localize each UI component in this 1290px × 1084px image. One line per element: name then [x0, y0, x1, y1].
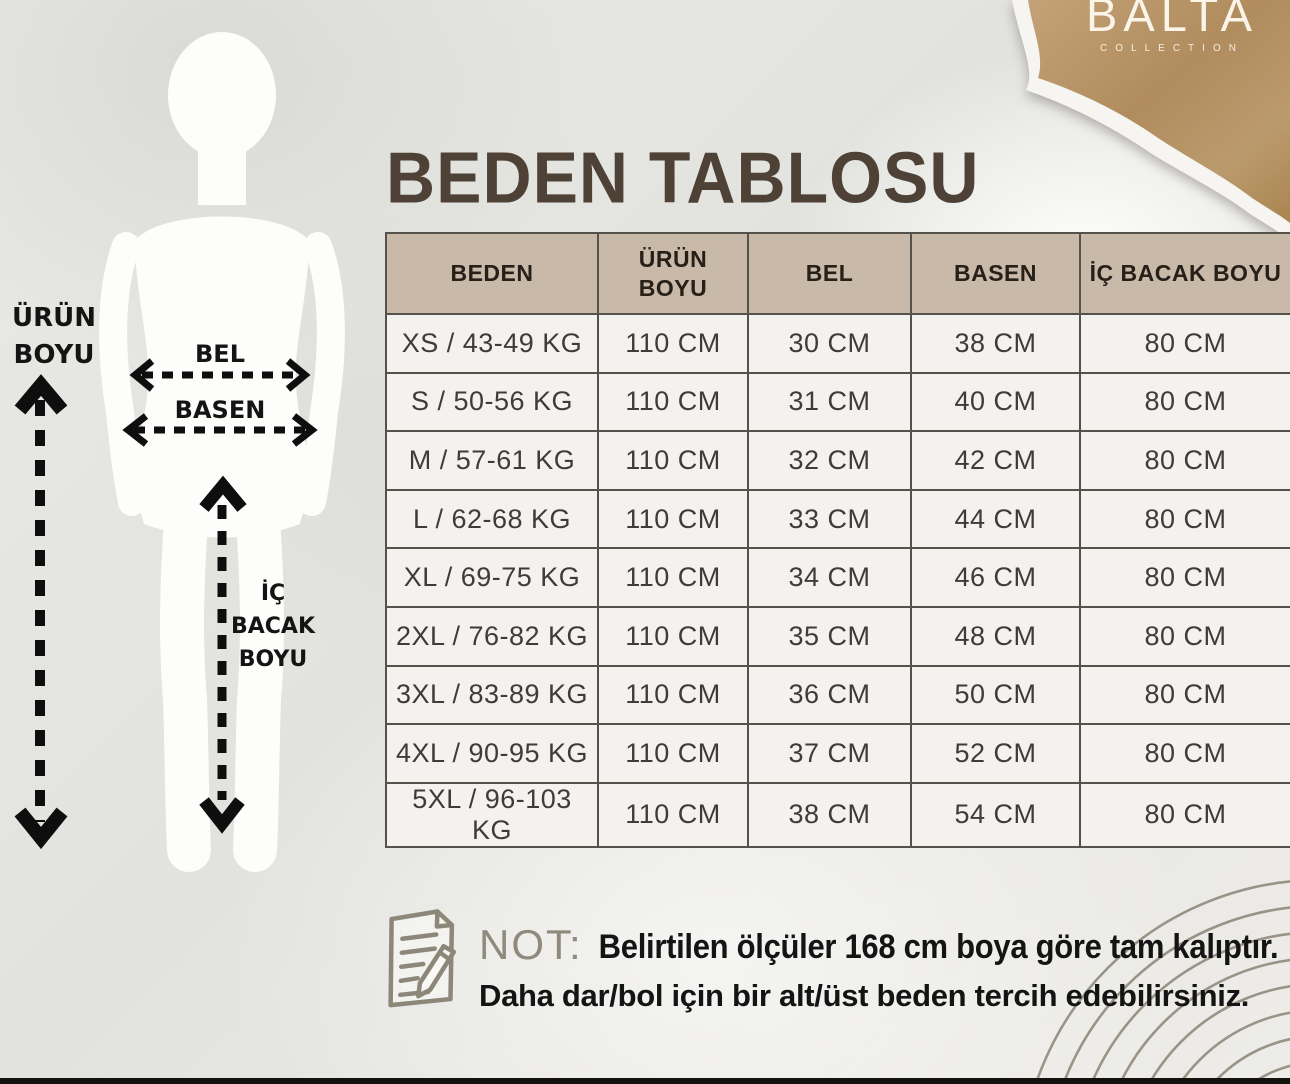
ic-cell: 80 CM: [1079, 664, 1290, 726]
note-block: NOT: Belirtilen ölçüler 168 cm boya göre…: [479, 921, 1279, 1014]
ic-cell: 80 CM: [1079, 547, 1290, 608]
ic-cell: 80 CM: [1079, 430, 1290, 491]
ic-cell: 80 CM: [1079, 723, 1290, 784]
brand-name: BALTA: [1086, 0, 1258, 41]
col-header-bel: BEL: [747, 232, 912, 315]
header-row: BEDEN ÜRÜN BOYU BEL BASEN İÇ BACAK BOYU: [385, 232, 1290, 315]
table-row: 2XL / 76-82 KG 110 CM 35 CM 48 CM 80 CM: [385, 605, 1290, 667]
size-cell: S / 50-56 KG: [385, 371, 599, 433]
label-urun-line2: BOYU: [13, 340, 95, 370]
table-row: XS / 43-49 KG 110 CM 30 CM 38 CM 80 CM: [385, 313, 1290, 374]
table-row: M / 57-61 KG 110 CM 32 CM 42 CM 80 CM: [385, 430, 1290, 491]
bel-cell: 36 CM: [747, 664, 912, 726]
note-line2: Daha dar/bol için bir alt/üst beden terc…: [479, 978, 1250, 1013]
size-cell: 5XL / 96-103 KG: [385, 781, 599, 848]
urun-cell: 110 CM: [597, 488, 749, 550]
label-urun-line1: ÜRÜN: [11, 303, 96, 333]
note-label: NOT:: [479, 921, 583, 968]
col-header-urun-boyu: ÜRÜN BOYU: [597, 232, 749, 315]
measurement-arrows: [14, 358, 318, 850]
basen-cell: 42 CM: [910, 430, 1081, 491]
ic-cell: 80 CM: [1079, 371, 1290, 433]
urun-cell: 110 CM: [597, 547, 749, 608]
basen-cell: 40 CM: [910, 371, 1081, 433]
table-row: 4XL / 90-95 KG 110 CM 37 CM 52 CM 80 CM: [385, 723, 1290, 784]
size-cell: L / 62-68 KG: [385, 488, 599, 550]
note-line1: Belirtilen ölçüler 168 cm boya göre tam …: [598, 926, 1279, 966]
page-title: BEDEN TABLOSU: [386, 137, 980, 219]
bel-cell: 32 CM: [747, 430, 912, 491]
label-ic-bacak-boyu: İÇ BACAK BOYU: [228, 577, 318, 676]
size-cell: 2XL / 76-82 KG: [385, 605, 599, 667]
size-cell: 3XL / 83-89 KG: [385, 664, 599, 726]
col-header-beden: BEDEN: [385, 232, 599, 315]
table-row: 3XL / 83-89 KG 110 CM 36 CM 50 CM 80 CM: [385, 664, 1290, 726]
urun-cell: 110 CM: [597, 430, 749, 491]
basen-cell: 46 CM: [910, 547, 1081, 608]
bel-cell: 33 CM: [747, 488, 912, 550]
bel-cell: 30 CM: [747, 313, 912, 374]
table-row: S / 50-56 KG 110 CM 31 CM 40 CM 80 CM: [385, 371, 1290, 433]
size-cell: 4XL / 90-95 KG: [385, 723, 599, 784]
basen-cell: 54 CM: [910, 781, 1081, 848]
col-header-basen: BASEN: [910, 232, 1081, 315]
bel-cell: 37 CM: [747, 723, 912, 784]
ic-cell: 80 CM: [1079, 781, 1290, 848]
ic-cell: 80 CM: [1079, 488, 1290, 550]
table-row: 5XL / 96-103 KG 110 CM 38 CM 54 CM 80 CM: [385, 781, 1290, 848]
size-table: BEDEN ÜRÜN BOYU BEL BASEN İÇ BACAK BOYU …: [385, 232, 1290, 848]
urun-cell: 110 CM: [597, 605, 749, 667]
size-cell: M / 57-61 KG: [385, 430, 599, 491]
label-ic-line2: BACAK: [230, 614, 315, 639]
label-urun-boyu: ÜRÜN BOYU: [6, 300, 102, 374]
torn-paper-corner: [1012, 0, 1290, 242]
col-header-ic-bacak-boyu: İÇ BACAK BOYU: [1079, 232, 1290, 315]
urun-cell: 110 CM: [597, 781, 749, 848]
bel-cell: 34 CM: [747, 547, 912, 608]
bel-cell: 31 CM: [747, 371, 912, 433]
urun-cell: 110 CM: [597, 313, 749, 374]
ic-cell: 80 CM: [1079, 605, 1290, 667]
urun-cell: 110 CM: [597, 664, 749, 726]
basen-cell: 52 CM: [910, 723, 1081, 784]
bottom-bar: [0, 1078, 1290, 1084]
urun-cell: 110 CM: [597, 371, 749, 433]
table-row: XL / 69-75 KG 110 CM 34 CM 46 CM 80 CM: [385, 547, 1290, 608]
size-cell: XL / 69-75 KG: [385, 547, 599, 608]
ic-cell: 80 CM: [1079, 313, 1290, 374]
label-bel: BEL: [195, 340, 245, 368]
bel-cell: 35 CM: [747, 605, 912, 667]
label-ic-line1: İÇ: [260, 581, 286, 606]
basen-cell: 48 CM: [910, 605, 1081, 667]
basen-cell: 50 CM: [910, 664, 1081, 726]
label-basen: BASEN: [174, 396, 266, 424]
size-cell: XS / 43-49 KG: [385, 313, 599, 374]
brand-subtitle: COLLECTION: [1100, 43, 1244, 55]
brand-logo: BALTA COLLECTION: [1072, 0, 1272, 54]
urun-cell: 110 CM: [597, 723, 749, 784]
label-ic-line3: BOYU: [238, 647, 308, 672]
basen-cell: 38 CM: [910, 313, 1081, 374]
table-row: L / 62-68 KG 110 CM 33 CM 44 CM 80 CM: [385, 488, 1290, 550]
note-pencil-icon: [388, 909, 457, 1008]
basen-cell: 44 CM: [910, 488, 1081, 550]
bel-cell: 38 CM: [747, 781, 912, 848]
